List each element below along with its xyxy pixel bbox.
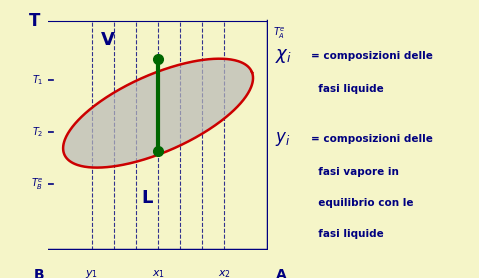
Text: = composizioni delle: = composizioni delle: [311, 51, 433, 61]
Text: $x_1$: $x_1$: [151, 268, 165, 278]
Text: T: T: [29, 12, 40, 29]
Text: $y_1$: $y_1$: [85, 268, 99, 278]
Text: equilibrio con le: equilibrio con le: [311, 198, 414, 208]
Text: $T_A^e$: $T_A^e$: [273, 25, 285, 41]
Text: fasi liquide: fasi liquide: [311, 84, 384, 94]
Text: $T_2$: $T_2$: [32, 125, 44, 139]
Text: B: B: [34, 268, 45, 278]
Text: $x_2$: $x_2$: [217, 268, 231, 278]
Text: $y_i$: $y_i$: [275, 130, 291, 148]
Polygon shape: [63, 59, 253, 168]
Text: = composizioni delle: = composizioni delle: [311, 134, 433, 144]
Text: L: L: [141, 189, 153, 207]
Text: V: V: [101, 31, 114, 49]
Text: $T_1$: $T_1$: [32, 73, 44, 87]
Text: fasi liquide: fasi liquide: [311, 229, 384, 239]
Text: $T_B^e$: $T_B^e$: [31, 176, 44, 192]
Text: $\chi_i$: $\chi_i$: [275, 47, 292, 64]
Text: fasi vapore in: fasi vapore in: [311, 167, 399, 177]
Text: A: A: [276, 268, 287, 278]
